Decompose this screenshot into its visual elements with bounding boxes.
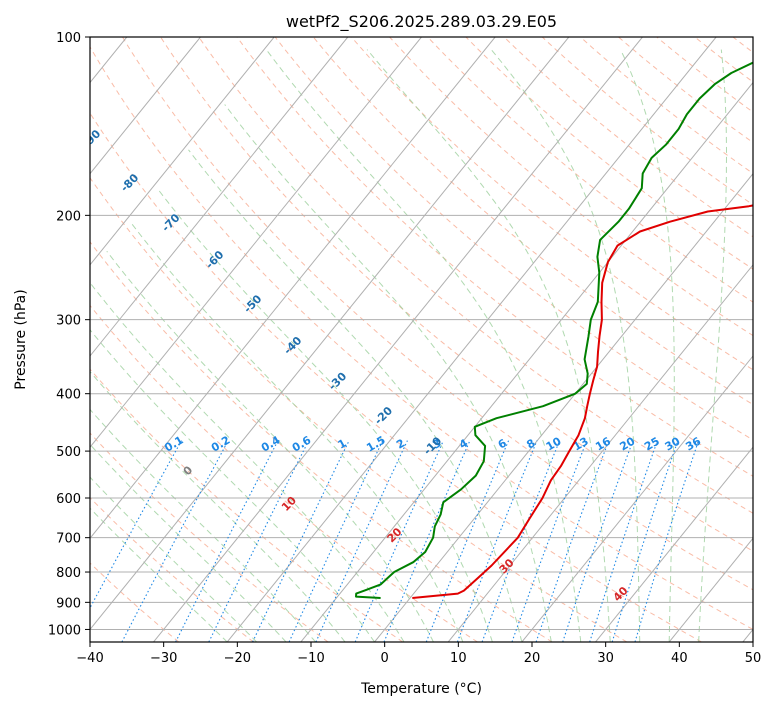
x-tick-label: −40: [76, 651, 103, 666]
x-tick-label: 30: [597, 651, 614, 666]
x-tick-label: 50: [745, 651, 762, 666]
y-tick-label: 600: [56, 492, 81, 507]
y-tick-label: 900: [56, 596, 81, 611]
x-tick-label: 0: [381, 651, 389, 666]
x-tick-label: 10: [450, 651, 467, 666]
x-tick-label: 40: [671, 651, 688, 666]
y-tick-label: 1000: [48, 623, 81, 638]
y-axis-label: Pressure (hPa): [13, 289, 29, 389]
y-tick-label: 100: [56, 31, 81, 46]
y-tick-label: 400: [56, 388, 81, 403]
y-tick-label: 300: [56, 314, 81, 329]
x-tick-label: −10: [297, 651, 324, 666]
chart-title: wetPf2_S206.2025.289.03.29.E05: [286, 12, 557, 32]
y-tick-label: 700: [56, 532, 81, 547]
x-tick-label: 20: [524, 651, 541, 666]
y-tick-label: 200: [56, 209, 81, 224]
x-tick-label: −30: [150, 651, 177, 666]
x-tick-label: −20: [224, 651, 251, 666]
x-axis-label: Temperature (°C): [360, 681, 482, 697]
y-tick-label: 800: [56, 566, 81, 581]
y-tick-label: 500: [56, 445, 81, 460]
